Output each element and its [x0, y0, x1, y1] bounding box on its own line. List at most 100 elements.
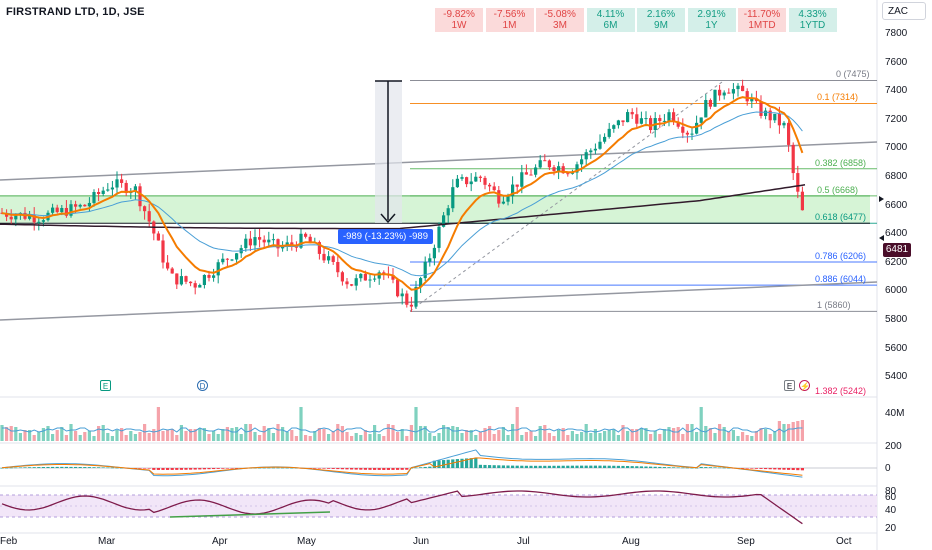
- candle-body: [368, 279, 372, 281]
- volume-bar: [428, 433, 432, 441]
- earnings-upcoming-icon[interactable]: E: [784, 380, 795, 391]
- candle-body: [676, 121, 680, 127]
- symbol-title[interactable]: FIRSTRAND LTD, 1D, JSE: [6, 6, 145, 18]
- macd-bar: [796, 468, 800, 471]
- candle-body: [520, 172, 524, 187]
- macd-bar: [506, 465, 510, 468]
- volume-bar: [74, 431, 78, 441]
- candle-body: [166, 262, 170, 269]
- volume-bar: [32, 435, 36, 441]
- macd-bar: [51, 466, 55, 468]
- volume-bar: [460, 433, 464, 441]
- macd-bar: [382, 468, 386, 470]
- volume-bar: [580, 432, 584, 441]
- macd-bar: [497, 465, 501, 468]
- candle-body: [446, 208, 450, 216]
- candle-body: [221, 258, 225, 263]
- candle-body: [557, 166, 561, 171]
- volume-bar: [800, 420, 804, 441]
- candle-body: [156, 233, 160, 241]
- fib-level-label: 1 (5860): [817, 300, 851, 311]
- candle-body: [41, 220, 45, 222]
- macd-bar: [442, 460, 446, 468]
- performance-value: -9.82%: [443, 9, 475, 20]
- macd-bar: [28, 467, 32, 468]
- candle-body: [308, 236, 312, 244]
- candle-body: [455, 178, 459, 188]
- macd-bar: [451, 459, 455, 468]
- indicator-tick: 80: [885, 486, 897, 497]
- macd-bar: [276, 467, 280, 469]
- candle-body: [304, 233, 308, 237]
- candle-body: [377, 272, 381, 279]
- macd-bar: [727, 467, 731, 469]
- candle-body: [649, 118, 653, 131]
- indicator-tick: 60: [885, 492, 897, 503]
- volume-bar: [97, 426, 101, 441]
- candle-body: [299, 233, 303, 248]
- macd-bar: [189, 468, 193, 470]
- fib-level-label: 0 (7475): [836, 69, 870, 80]
- candle-body: [184, 276, 188, 282]
- performance-3m: -5.08% 3M: [536, 8, 584, 32]
- candle-body: [773, 113, 777, 121]
- volume-bar: [465, 430, 469, 441]
- volume-bar: [345, 432, 349, 441]
- macd-bar: [529, 465, 533, 468]
- candle-body: [281, 246, 285, 249]
- performance-value: 4.11%: [596, 9, 625, 20]
- performance-value: 4.33%: [798, 9, 827, 20]
- indicator-tick: 0: [885, 463, 891, 474]
- candle-body: [575, 164, 579, 173]
- macd-bar: [570, 465, 574, 468]
- volume-bar: [474, 435, 478, 441]
- macd-bar: [515, 465, 519, 468]
- macd-bar: [483, 464, 487, 468]
- volume-bar: [639, 428, 643, 441]
- macd-bar: [327, 468, 331, 469]
- volume-bar: [317, 428, 321, 441]
- macd-bar: [754, 468, 758, 469]
- volume-bar: [290, 430, 294, 441]
- macd-bar: [607, 465, 611, 468]
- candle-body: [120, 179, 124, 183]
- volume-bar: [336, 424, 340, 441]
- macd-bar: [202, 468, 206, 470]
- earnings-icon[interactable]: E: [100, 380, 111, 391]
- volume-bar: [731, 430, 735, 441]
- macd-bar: [74, 466, 78, 468]
- candle-body: [409, 304, 413, 307]
- candle-body: [97, 192, 101, 194]
- volume-bar: [152, 429, 156, 441]
- candle-body: [55, 207, 59, 213]
- volume-bar: [55, 430, 59, 441]
- macd-bar: [791, 468, 795, 471]
- volume-bar: [704, 426, 708, 441]
- volume-bar: [658, 434, 662, 441]
- candle-body: [74, 204, 78, 207]
- candle-body: [566, 173, 570, 175]
- macd-bar: [5, 467, 9, 469]
- macd-bar: [41, 467, 45, 468]
- volume-bar: [442, 425, 446, 441]
- candle-body: [110, 187, 114, 190]
- volume-bar: [221, 429, 225, 441]
- candle-body: [547, 160, 551, 168]
- macd-bar: [787, 468, 791, 470]
- candle-body: [175, 273, 179, 285]
- volume-bar: [621, 425, 625, 441]
- candle-body: [534, 167, 538, 175]
- macd-bar: [83, 467, 87, 468]
- currency-selector[interactable]: ZAC: [882, 2, 926, 20]
- macd-bar: [547, 465, 551, 468]
- candle-body: [216, 262, 220, 276]
- split-icon[interactable]: ⚡: [799, 380, 810, 391]
- dividend-icon[interactable]: D: [197, 380, 208, 391]
- macd-bar: [561, 465, 565, 468]
- performance-1ytd: 4.33% 1YTD: [788, 8, 837, 32]
- macd-bar: [575, 465, 579, 468]
- volume-bar: [754, 431, 758, 441]
- candle-body: [51, 207, 55, 213]
